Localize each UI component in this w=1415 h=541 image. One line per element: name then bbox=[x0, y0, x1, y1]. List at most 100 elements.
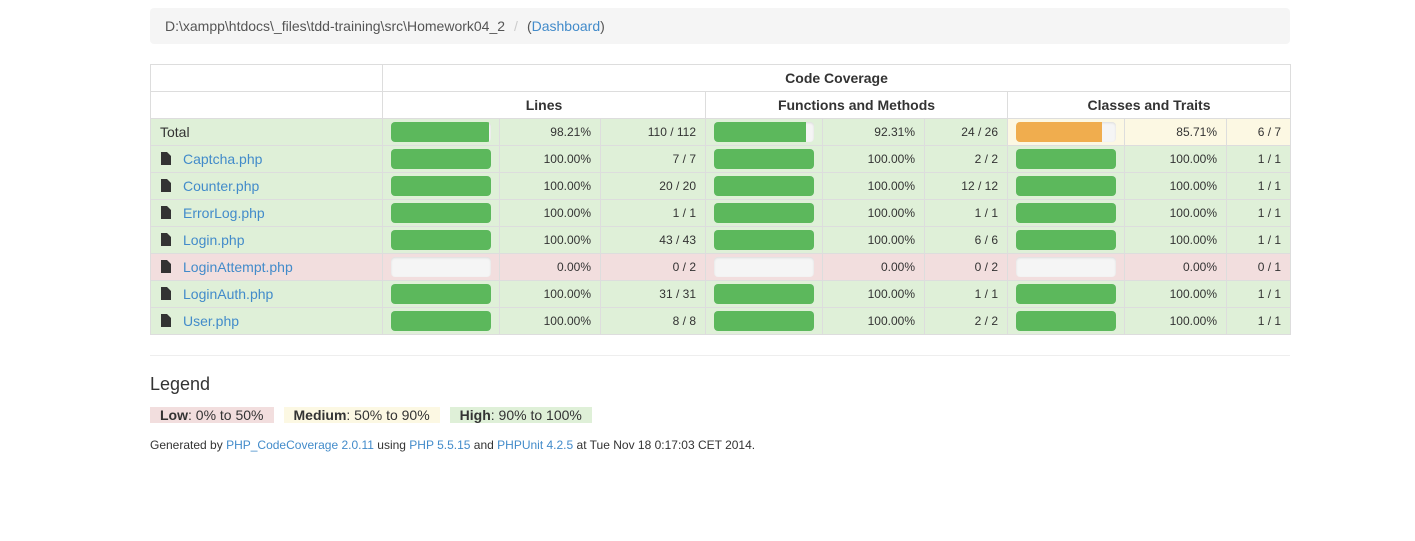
lines-progress-cell bbox=[382, 145, 500, 173]
classes-percent: 100.00% bbox=[1124, 145, 1227, 173]
classes-progress-fill bbox=[1016, 311, 1116, 331]
functions-percent: 100.00% bbox=[822, 199, 925, 227]
functions-progress-bar bbox=[714, 203, 814, 223]
table-row: ErrorLog.php 100.00% 1 / 1 100.00% 1 / 1 100.… bbox=[150, 199, 1292, 227]
file-link[interactable]: Login.php bbox=[183, 232, 245, 248]
lines-ratio: 7 / 7 bbox=[600, 145, 706, 173]
file-icon bbox=[161, 179, 171, 192]
functions-progress-cell bbox=[705, 199, 823, 227]
lines-progress-bar bbox=[391, 230, 491, 250]
header-functions: Functions and Methods bbox=[705, 91, 1008, 119]
file-name-cell: LoginAttempt.php bbox=[150, 253, 383, 281]
functions-progress-fill bbox=[714, 311, 814, 331]
file-name-cell: Total bbox=[150, 118, 383, 146]
functions-progress-bar bbox=[714, 230, 814, 250]
lines-ratio: 8 / 8 bbox=[600, 307, 706, 335]
classes-progress-fill bbox=[1016, 284, 1116, 304]
file-link[interactable]: LoginAttempt.php bbox=[183, 259, 293, 275]
php-link[interactable]: PHP 5.5.15 bbox=[409, 438, 471, 452]
lines-ratio: 20 / 20 bbox=[600, 172, 706, 200]
classes-percent: 0.00% bbox=[1124, 253, 1227, 281]
dashboard-link[interactable]: Dashboard bbox=[531, 18, 601, 34]
file-icon bbox=[161, 206, 171, 219]
classes-progress-bar bbox=[1016, 311, 1116, 331]
functions-progress-fill bbox=[714, 230, 814, 250]
classes-progress-bar bbox=[1016, 149, 1116, 169]
legend-low-label: Low bbox=[160, 407, 188, 423]
functions-percent: 100.00% bbox=[822, 307, 925, 335]
lines-percent: 98.21% bbox=[499, 118, 601, 146]
classes-ratio: 1 / 1 bbox=[1225, 226, 1292, 254]
classes-progress-cell bbox=[1007, 280, 1125, 308]
lines-progress-cell bbox=[382, 199, 500, 227]
file-link[interactable]: User.php bbox=[183, 313, 240, 329]
legend-medium-label: Medium bbox=[293, 407, 347, 423]
functions-progress-bar bbox=[714, 149, 814, 169]
functions-ratio: 0 / 2 bbox=[924, 253, 1008, 281]
functions-progress-bar bbox=[714, 122, 814, 142]
functions-ratio: 24 / 26 bbox=[924, 118, 1008, 146]
file-icon bbox=[161, 314, 171, 327]
functions-progress-fill bbox=[714, 176, 814, 196]
header-classes: Classes and Traits bbox=[1006, 91, 1292, 119]
functions-progress-fill bbox=[714, 149, 814, 169]
classes-progress-bar bbox=[1016, 230, 1116, 250]
table-row: Captcha.php 100.00% 7 / 7 100.00% 2 / 2 100.0… bbox=[150, 145, 1292, 173]
lines-progress-bar bbox=[391, 311, 491, 331]
file-name-cell: ErrorLog.php bbox=[150, 199, 383, 227]
footer-text-and: and bbox=[470, 438, 498, 452]
file-icon bbox=[161, 233, 171, 246]
footer-timestamp: at Tue Nov 18 0:17:03 CET 2014. bbox=[573, 438, 756, 452]
file-link[interactable]: ErrorLog.php bbox=[183, 205, 265, 221]
classes-progress-fill bbox=[1016, 176, 1116, 196]
functions-ratio: 1 / 1 bbox=[924, 199, 1008, 227]
file-link[interactable]: LoginAuth.php bbox=[183, 286, 274, 302]
classes-progress-fill bbox=[1016, 149, 1116, 169]
file-link[interactable]: Captcha.php bbox=[183, 151, 263, 167]
breadcrumb-path: D:\xampp\htdocs\_files\tdd-training\src\… bbox=[165, 18, 506, 34]
file-name-cell: Captcha.php bbox=[150, 145, 383, 173]
classes-percent: 100.00% bbox=[1124, 280, 1227, 308]
legend-high-range: : 90% to 100% bbox=[490, 407, 582, 423]
header-blank-2 bbox=[150, 91, 383, 119]
classes-percent: 100.00% bbox=[1124, 226, 1227, 254]
classes-progress-fill bbox=[1016, 230, 1116, 250]
classes-progress-cell bbox=[1007, 226, 1125, 254]
table-row: User.php 100.00% 8 / 8 100.00% 2 / 2 100.00% 1… bbox=[150, 307, 1292, 335]
functions-progress-bar bbox=[714, 257, 814, 277]
legend-low: Low: 0% to 50% bbox=[150, 407, 274, 423]
lines-percent: 100.00% bbox=[499, 226, 601, 254]
lines-ratio: 43 / 43 bbox=[600, 226, 706, 254]
classes-ratio: 0 / 1 bbox=[1225, 253, 1292, 281]
functions-percent: 92.31% bbox=[822, 118, 925, 146]
functions-ratio: 6 / 6 bbox=[924, 226, 1008, 254]
lines-ratio: 31 / 31 bbox=[600, 280, 706, 308]
classes-progress-bar bbox=[1016, 203, 1116, 223]
functions-progress-fill bbox=[714, 203, 814, 223]
lines-progress-fill bbox=[391, 149, 491, 169]
classes-progress-fill bbox=[1016, 203, 1116, 223]
phpunit-link[interactable]: PHPUnit 4.2.5 bbox=[497, 438, 574, 452]
file-link[interactable]: Counter.php bbox=[183, 178, 260, 194]
lines-progress-bar bbox=[391, 284, 491, 304]
functions-percent: 100.00% bbox=[822, 145, 925, 173]
lines-progress-bar bbox=[391, 257, 491, 277]
functions-percent: 100.00% bbox=[822, 226, 925, 254]
classes-percent: 100.00% bbox=[1124, 199, 1227, 227]
functions-progress-cell bbox=[705, 226, 823, 254]
functions-progress-bar bbox=[714, 284, 814, 304]
lines-progress-cell bbox=[382, 172, 500, 200]
functions-progress-cell bbox=[705, 172, 823, 200]
legend-high: High: 90% to 100% bbox=[449, 407, 592, 423]
file-name-cell: Login.php bbox=[150, 226, 383, 254]
breadcrumb-open-paren: ( bbox=[526, 18, 532, 34]
classes-ratio: 1 / 1 bbox=[1225, 280, 1292, 308]
footer: Generated by PHP_CodeCoverage 2.0.11 usi… bbox=[150, 438, 755, 452]
classes-progress-cell bbox=[1007, 172, 1125, 200]
classes-progress-cell bbox=[1007, 145, 1125, 173]
file-name-cell: Counter.php bbox=[150, 172, 383, 200]
functions-progress-fill bbox=[714, 284, 814, 304]
footer-prefix: Generated by bbox=[150, 438, 227, 452]
lines-progress-fill bbox=[391, 311, 491, 331]
php-codecoverage-link[interactable]: PHP_CodeCoverage 2.0.11 bbox=[226, 438, 374, 452]
